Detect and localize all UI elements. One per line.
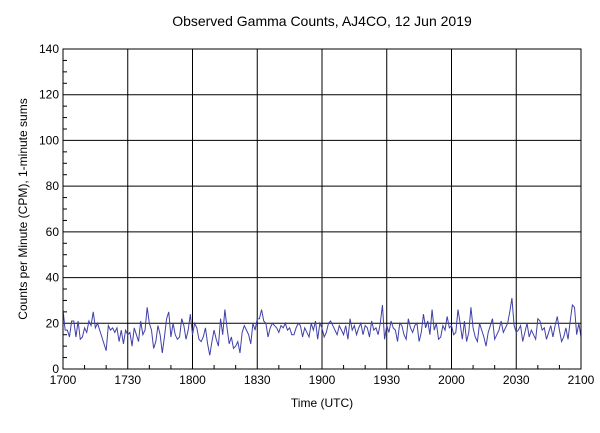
y-tick-label: 60 — [46, 225, 60, 239]
y-axis-label: Counts per Minute (CPM), 1-minute sums — [16, 98, 30, 319]
x-tick-label: 2030 — [503, 373, 530, 387]
x-tick-label: 1830 — [244, 373, 271, 387]
x-tick-label: 2000 — [438, 373, 465, 387]
x-tick-label: 1930 — [373, 373, 400, 387]
y-tick-label: 140 — [39, 42, 59, 56]
y-tick-label: 40 — [46, 271, 60, 285]
y-tick-label: 20 — [46, 316, 60, 330]
x-tick-label: 2100 — [568, 373, 595, 387]
x-tick-label: 1700 — [50, 373, 77, 387]
chart-title: Observed Gamma Counts, AJ4CO, 12 Jun 201… — [172, 13, 472, 29]
y-tick-label: 120 — [39, 88, 59, 102]
y-tick-label: 80 — [46, 179, 60, 193]
x-axis-label: Time (UTC) — [291, 396, 353, 410]
x-tick-label: 1900 — [309, 373, 336, 387]
y-tick-label: 100 — [39, 133, 59, 147]
x-tick-label: 1730 — [114, 373, 141, 387]
x-tick-label: 1800 — [179, 373, 206, 387]
